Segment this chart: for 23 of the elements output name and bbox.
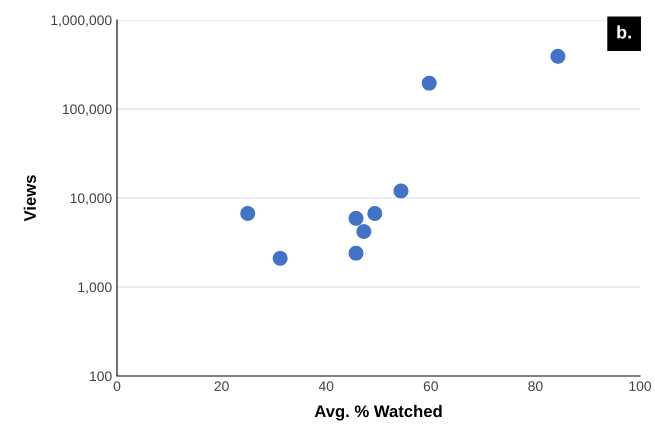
point [422, 76, 437, 91]
y-tick-label: 100,000 [63, 104, 112, 116]
x-tick-label: 20 [214, 381, 229, 392]
y-tick-label: 1,000,000 [51, 15, 112, 27]
x-tick-label: 100 [629, 381, 652, 392]
y-tick-label: 1,000 [78, 282, 112, 294]
point [356, 224, 372, 239]
x-tick-label: 80 [528, 381, 543, 392]
x-axis-title: Avg. % Watched [314, 404, 442, 421]
y-tick-label: 100 [90, 371, 112, 382]
point [348, 210, 364, 226]
point [348, 246, 364, 261]
point [367, 206, 382, 221]
x-tick-label: 60 [424, 381, 438, 392]
x-tick-label: 40 [318, 381, 334, 392]
point [240, 206, 256, 221]
point [394, 183, 408, 198]
point [272, 250, 288, 266]
y-tick-label: 10,000 [70, 193, 112, 205]
annotation: b. [617, 25, 631, 39]
point [550, 48, 566, 64]
x-tick-label: 0 [114, 381, 120, 392]
y-axis-title: Views [24, 175, 36, 222]
